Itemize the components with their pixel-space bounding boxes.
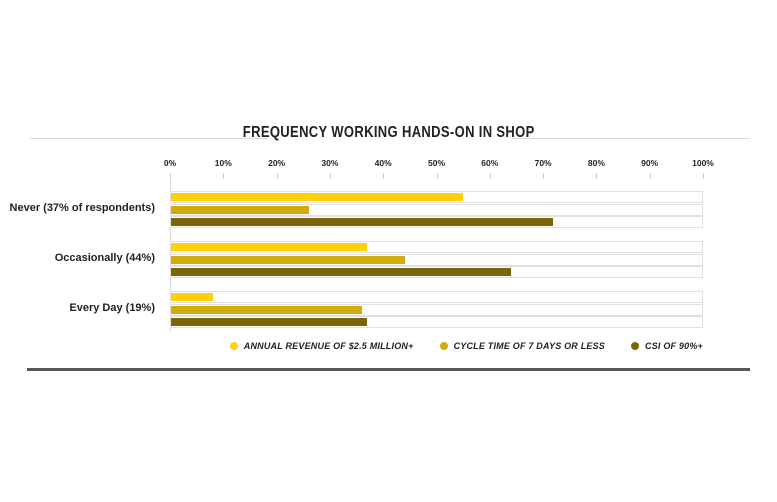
x-tick-label: 60%	[481, 158, 499, 168]
x-tick-label: 20%	[268, 158, 286, 168]
title-rule-left	[30, 138, 268, 139]
x-tick-mark	[276, 173, 278, 179]
x-tick-mark	[703, 173, 704, 179]
legend-item: ANNUAL REVENUE OF $2.5 MILLION+	[229, 341, 414, 351]
x-tick-label: 50%	[427, 158, 446, 168]
bar-track	[170, 253, 703, 266]
x-tick-label: 100%	[692, 158, 714, 168]
legend: ANNUAL REVENUE OF $2.5 MILLION+ CYCLE TIM…	[170, 338, 703, 354]
bar-track	[170, 316, 703, 328]
bar-track	[170, 191, 703, 203]
legend-label: CSI OF 90%+	[645, 341, 703, 351]
plot-area: 0% 10% 20% 30% 40% 50% 60% 70% 80% 90% 100%	[164, 158, 714, 334]
x-tick-mark	[649, 173, 651, 179]
title-rule-right	[512, 138, 750, 139]
bar-fill	[171, 255, 405, 264]
bar-track	[170, 216, 703, 228]
x-tick-label: 40%	[374, 158, 392, 168]
x-tick-mark	[596, 173, 598, 179]
x-tick-mark	[543, 173, 545, 179]
bar-track	[170, 241, 703, 253]
bar-track	[170, 291, 703, 303]
legend-dot-icon	[631, 342, 640, 350]
bar-fill	[171, 293, 214, 301]
x-tick-mark	[329, 173, 331, 179]
x-tick-mark	[436, 173, 438, 179]
bar-fill	[171, 268, 511, 276]
category-label: Every Day (19%)	[69, 302, 155, 314]
x-tick-label: 0%	[163, 158, 177, 168]
x-tick-mark	[170, 173, 171, 179]
legend-dot-icon	[439, 342, 448, 350]
bar-track	[170, 303, 703, 316]
legend-item: CSI OF 90%+	[631, 341, 703, 351]
bar-fill	[171, 218, 554, 226]
x-tick-label: 70%	[534, 158, 552, 168]
bar-fill	[171, 318, 368, 326]
legend-label: CYCLE TIME OF 7 DAYS OR LESS	[453, 341, 606, 351]
x-tick-mark	[489, 173, 491, 179]
category-label: Occasionally (44%)	[54, 252, 155, 264]
bar-fill	[171, 193, 464, 201]
category-label: Never (37% of respondents)	[9, 202, 155, 214]
legend-item: CYCLE TIME OF 7 DAYS OR LESS	[439, 341, 606, 351]
x-tick-label: 30%	[321, 158, 339, 168]
bar-track	[170, 266, 703, 278]
x-tick-mark	[223, 173, 225, 179]
chart-title: FREQUENCY WORKING HANDS-ON IN SHOP	[242, 124, 535, 141]
x-tick-label: 80%	[587, 158, 605, 168]
legend-dot-icon	[229, 342, 238, 350]
x-tick-mark	[383, 173, 385, 179]
bar-fill	[171, 243, 368, 251]
x-tick-label: 90%	[641, 158, 659, 168]
chart-header: FREQUENCY WORKING HANDS-ON IN SHOP	[0, 124, 777, 142]
bottom-rule	[27, 368, 750, 371]
legend-label: ANNUAL REVENUE OF $2.5 MILLION+	[243, 341, 414, 351]
bar-fill	[171, 205, 310, 214]
bar-fill	[171, 305, 363, 314]
bar-track	[170, 203, 703, 216]
x-tick-label: 10%	[214, 158, 232, 168]
